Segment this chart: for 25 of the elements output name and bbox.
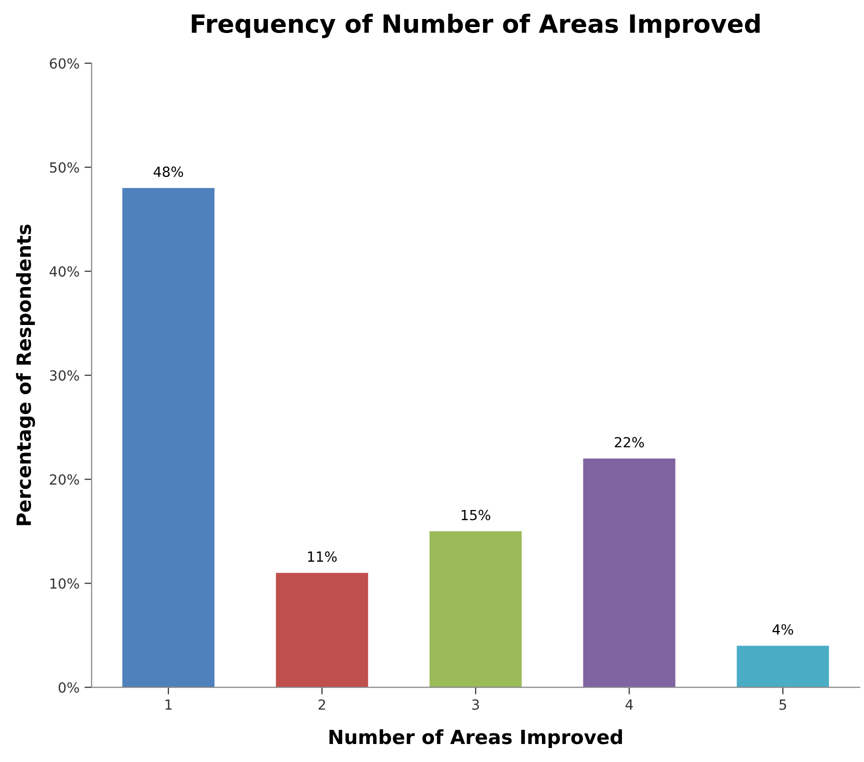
data-label: 15% <box>462 510 490 520</box>
data-label: 11% <box>308 551 337 562</box>
y-tick-label: 30% <box>50 370 80 381</box>
y-tick-label: 10% <box>50 578 80 589</box>
bar <box>122 188 214 688</box>
bar <box>276 572 368 688</box>
y-tick-label: 60% <box>50 58 80 69</box>
x-tick-label: 2 <box>318 699 326 710</box>
data-label: 4% <box>772 624 794 635</box>
data-label: 48% <box>154 166 184 178</box>
x-axis-title: Number of Areas Improved <box>329 729 622 748</box>
x-tick-label: 1 <box>166 700 172 710</box>
y-axis-title: Percentage of Respondents <box>16 224 36 526</box>
data-label: 22% <box>614 436 644 448</box>
y-tick-label: 50% <box>50 162 80 173</box>
y-tick-label: 20% <box>50 474 80 485</box>
chart-title: Frequency of Number of Areas Improved <box>192 14 760 38</box>
bar <box>736 646 829 688</box>
x-tick-label: 5 <box>780 700 786 710</box>
x-tick-label: 4 <box>626 700 633 710</box>
y-tick-label: 0% <box>58 682 80 693</box>
x-tick-label: 3 <box>472 699 479 710</box>
bar <box>583 458 676 688</box>
y-tick-label: 40% <box>50 266 80 277</box>
bar <box>430 531 522 688</box>
